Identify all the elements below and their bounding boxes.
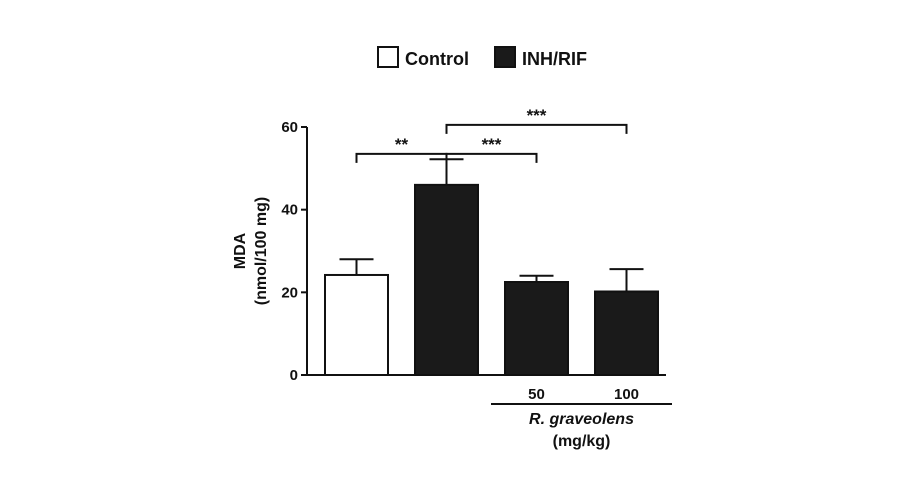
y-tick-label: 40 xyxy=(281,202,298,219)
legend: Control INH/RIF xyxy=(377,46,587,69)
y-axis-label-unit: (nmol/100 mg) xyxy=(253,197,270,305)
x-axis: 50 100 xyxy=(307,374,672,405)
significance-label: *** xyxy=(482,135,502,154)
y-tick-label: 0 xyxy=(290,367,298,384)
y-axis: 0 20 40 60 xyxy=(281,119,308,384)
bars xyxy=(324,158,659,376)
y-tick-label: 20 xyxy=(281,284,298,301)
legend-swatch xyxy=(377,46,399,68)
bar xyxy=(594,290,659,376)
bar xyxy=(414,183,479,376)
significance-brackets: ** ****** xyxy=(355,106,628,163)
significance-label: *** xyxy=(527,106,547,125)
significance-label: ** xyxy=(395,135,409,154)
bar xyxy=(504,281,569,376)
y-axis-label: MDA xyxy=(232,232,249,269)
legend-label: INH/RIF xyxy=(522,49,587,69)
legend-label: Control xyxy=(405,49,469,69)
x-tick-label: 100 xyxy=(614,386,639,403)
significance-bracket xyxy=(445,152,538,163)
x-tick-label: 50 xyxy=(528,386,545,403)
x-axis-label-unit: (mg/kg) xyxy=(553,433,611,450)
x-axis-label: R. graveolens xyxy=(529,411,634,428)
bar xyxy=(324,273,389,376)
significance-bracket xyxy=(445,123,628,134)
y-tick-label: 60 xyxy=(281,119,298,136)
legend-swatch xyxy=(494,46,516,68)
